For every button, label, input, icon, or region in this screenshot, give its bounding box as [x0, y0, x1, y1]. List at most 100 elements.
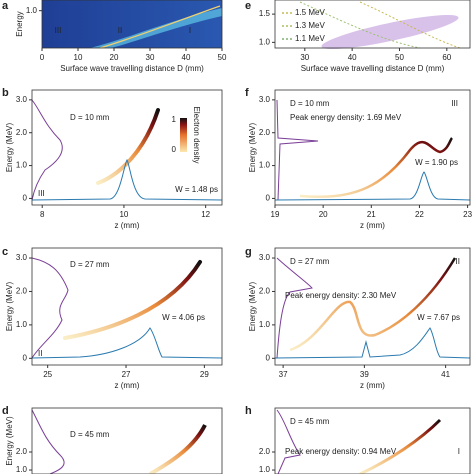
axes-frame	[274, 89, 471, 206]
band-line	[99, 5, 221, 49]
y-tick-label: 1.0	[26, 6, 38, 15]
colorbar-tick-label: 0	[172, 145, 177, 154]
annotation: D = 27 mm	[290, 257, 330, 266]
energy-distribution	[276, 257, 313, 359]
energy-distribution	[31, 99, 63, 201]
energy-distribution	[276, 409, 301, 474]
x-tick-label: 25	[43, 370, 52, 379]
energy-distribution	[276, 99, 319, 201]
curve	[359, 1, 461, 49]
x-tick-label: 12	[201, 210, 210, 219]
x-axis-label: z (mm)	[115, 221, 140, 230]
x-tick-label: 10	[74, 53, 83, 62]
spectrum	[274, 327, 471, 359]
y-axis-label: Energy (MeV)	[248, 281, 257, 331]
spectrum	[31, 159, 223, 201]
annotation: W = 7.67 ps	[417, 313, 460, 322]
y-axis-label: Energy	[15, 11, 24, 36]
y-axis-label: Energy (MeV)	[248, 122, 257, 172]
trajectory	[299, 137, 454, 199]
panel-label: a	[2, 0, 9, 12]
x-tick-label: 50	[395, 53, 404, 62]
y-axis-label: Energy (MeV)	[5, 416, 14, 466]
y-tick-label: 3.0	[16, 253, 28, 262]
x-tick-label: 30	[300, 53, 309, 62]
panel-label: f	[245, 87, 249, 99]
x-tick-label: 19	[271, 210, 280, 219]
annotation: Peak energy density: 0.94 MeV	[285, 447, 397, 456]
x-tick-label: 20	[319, 210, 328, 219]
x-tick-label: 50	[218, 53, 227, 62]
x-tick-label: 29	[200, 370, 209, 379]
colorbar-tick-label: 1	[172, 115, 177, 124]
y-tick-label: 1.0	[259, 161, 271, 170]
x-axis-label: z (mm)	[360, 381, 385, 390]
axes-frame	[41, 0, 223, 49]
y-tick-label: 2.0	[259, 447, 271, 456]
annotation: W = 4.06 ps	[162, 313, 205, 322]
spectrum	[31, 327, 223, 359]
y-tick-label: 0	[266, 353, 271, 362]
y-tick-label: 1.5	[259, 9, 271, 18]
trajectory	[63, 260, 202, 340]
panel-label: g	[245, 246, 252, 258]
panel-label: h	[245, 405, 252, 417]
annotation: III	[451, 99, 458, 108]
y-tick-label: 1.0	[259, 465, 271, 474]
y-tick-label: 3.0	[16, 95, 28, 104]
x-tick-label: 37	[279, 370, 288, 379]
y-tick-label: 2.0	[16, 128, 28, 137]
axes-frame	[274, 247, 471, 366]
x-axis-label: z (mm)	[115, 381, 140, 390]
energy-distribution	[31, 409, 65, 474]
trajectory	[359, 418, 442, 474]
annotation: D = 27 mm	[70, 260, 110, 269]
y-tick-label: 0	[266, 194, 271, 203]
y-tick-label: 2.0	[16, 287, 28, 296]
trajectory	[149, 424, 207, 474]
panel-label: e	[245, 0, 251, 12]
x-axis-label: Surface wave travelling distance D (mm)	[60, 64, 204, 73]
x-axis-label: z (mm)	[360, 221, 385, 230]
y-tick-label: 0	[23, 194, 28, 203]
x-tick-label: 27	[122, 370, 131, 379]
annotation: III	[55, 26, 62, 35]
annotation: Peak energy density: 1.69 MeV	[290, 113, 402, 122]
annotation: II	[118, 26, 122, 35]
annotation: II	[456, 257, 460, 266]
legend-label: 1.1 MeV	[295, 34, 325, 43]
x-tick-label: 39	[360, 370, 369, 379]
y-tick-label: 1.0	[259, 320, 271, 329]
region	[321, 14, 459, 50]
annotation: W = 1.90 ps	[415, 158, 458, 167]
y-tick-label: 3.0	[259, 253, 271, 262]
x-tick-label: 20	[110, 53, 119, 62]
y-axis-label: Energy (MeV)	[5, 122, 14, 172]
panel-label: c	[2, 246, 8, 258]
annotation: I	[458, 447, 460, 456]
energy-distribution	[31, 257, 69, 359]
axes-frame	[31, 89, 223, 206]
x-tick-label: 0	[40, 53, 45, 62]
annotation: D = 10 mm	[290, 99, 330, 108]
legend-label: 1.3 MeV	[295, 21, 325, 30]
panel-label: d	[2, 405, 9, 417]
x-tick-label: 10	[119, 210, 128, 219]
curve	[299, 1, 421, 49]
trajectory	[289, 257, 457, 352]
y-tick-label: 2.0	[259, 287, 271, 296]
y-axis-label: Energy (MeV)	[5, 281, 14, 331]
annotation: W = 1.48 ps	[175, 185, 218, 194]
y-tick-label: 1.0	[16, 465, 28, 474]
axes-frame	[274, 407, 471, 474]
x-tick-label: 23	[463, 210, 472, 219]
y-tick-label: 1.0	[16, 161, 28, 170]
x-tick-label: 8	[40, 210, 45, 219]
annotation: D = 45 mm	[290, 417, 330, 426]
x-tick-label: 30	[146, 53, 155, 62]
colorbar	[180, 118, 187, 152]
x-tick-label: 40	[182, 53, 191, 62]
x-tick-label: 21	[367, 210, 376, 219]
y-tick-label: 2.0	[259, 128, 271, 137]
band	[90, 8, 222, 48]
